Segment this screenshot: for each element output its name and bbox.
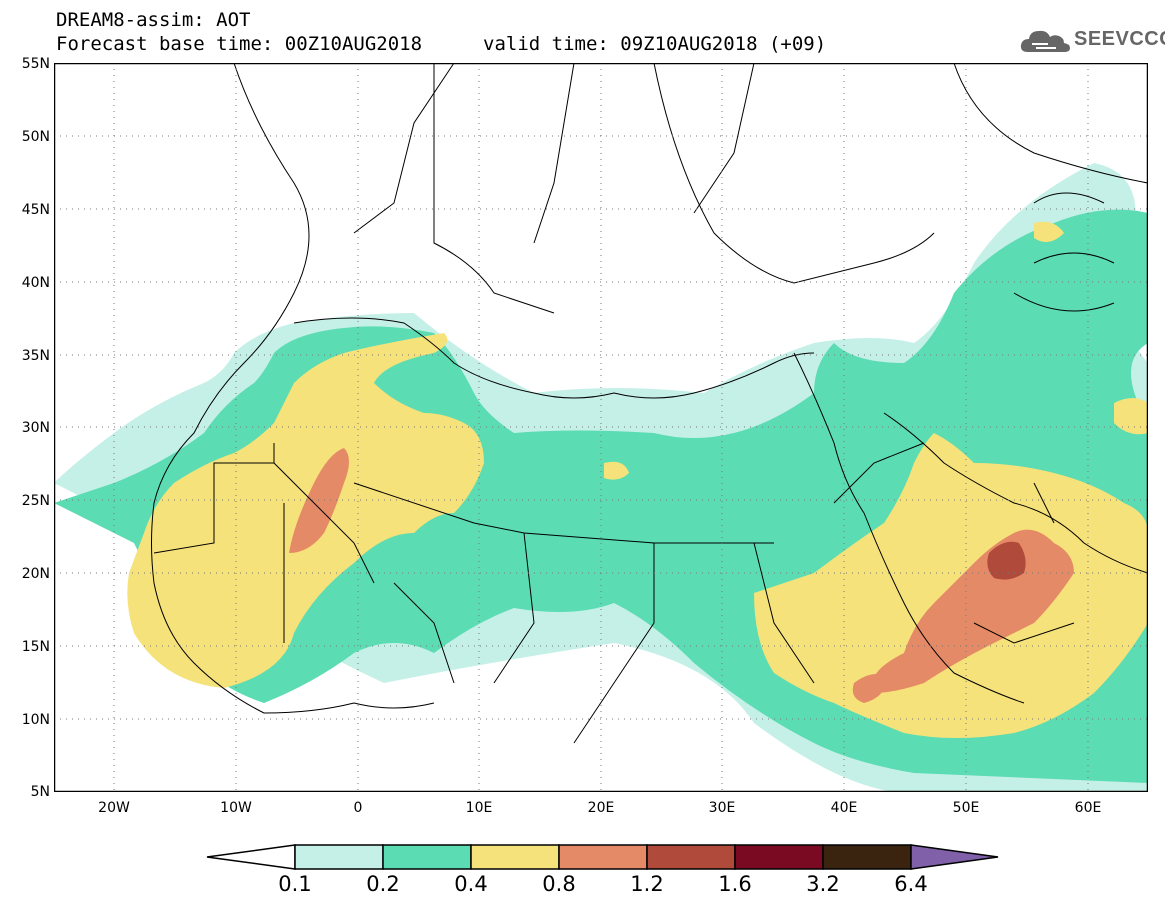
forecast-base-time: Forecast base time: 00Z10AUG2018 [56, 33, 423, 55]
lat-label: 50N [21, 129, 50, 145]
colorbar-label: 0.8 [542, 872, 576, 896]
colorbar-bin [558, 844, 648, 870]
lon-label: 30E [708, 800, 736, 816]
seevccc-logo: SEEVCCC [1018, 24, 1165, 58]
lon-label: 40E [830, 800, 858, 816]
lat-label: 30N [21, 420, 50, 436]
lat-label: 5N [30, 784, 50, 800]
colorbar-over-arrow [910, 844, 999, 870]
lat-label: 10N [21, 712, 50, 728]
colorbar-label: 1.6 [718, 872, 752, 896]
coastlines [151, 63, 1148, 744]
lat-label: 55N [21, 56, 50, 72]
graticule [54, 63, 1148, 792]
aot-map [54, 63, 1148, 792]
colorbar-bin [734, 844, 824, 870]
colorbar-label: 1.2 [630, 872, 664, 896]
colorbar-bin [382, 844, 472, 870]
lon-label: 0 [353, 800, 363, 816]
lat-label: 35N [21, 348, 50, 364]
lat-label: 20N [21, 566, 50, 582]
colorbar-bin [470, 844, 560, 870]
lon-label: 10W [220, 800, 252, 816]
colorbar-bin [646, 844, 736, 870]
lon-label: 50E [952, 800, 980, 816]
colorbar-under-arrow [206, 844, 296, 870]
colorbar-label: 6.4 [894, 872, 928, 896]
lat-label: 15N [21, 639, 50, 655]
lon-label: 20W [98, 800, 130, 816]
map-title: DREAM8-assim: AOT [56, 9, 251, 31]
cloud-icon [1020, 30, 1070, 52]
colorbar [206, 844, 999, 870]
lon-label: 20E [587, 800, 615, 816]
colorbar-label: 3.2 [806, 872, 840, 896]
lon-label: 10E [465, 800, 493, 816]
lat-label: 25N [21, 493, 50, 509]
colorbar-bin [822, 844, 912, 870]
lat-label: 40N [21, 275, 50, 291]
aot-contour-1.2 [987, 541, 1026, 580]
colorbar-bin [294, 844, 384, 870]
lon-label: 60E [1074, 800, 1102, 816]
colorbar-label: 0.1 [278, 872, 312, 896]
valid-time: valid time: 09Z10AUG2018 (+09) [483, 33, 827, 55]
lat-label: 45N [21, 202, 50, 218]
colorbar-label: 0.4 [454, 872, 488, 896]
logo-text: SEEVCCC [1074, 28, 1165, 50]
colorbar-label: 0.2 [366, 872, 400, 896]
